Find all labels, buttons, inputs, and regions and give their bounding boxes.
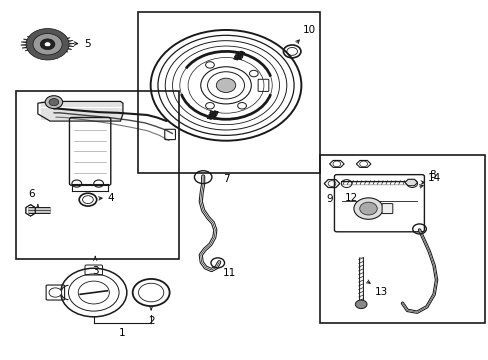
Polygon shape xyxy=(50,33,53,35)
Polygon shape xyxy=(32,34,37,37)
Text: 8: 8 xyxy=(428,170,435,180)
Polygon shape xyxy=(45,32,47,35)
Circle shape xyxy=(26,28,69,60)
Circle shape xyxy=(249,70,258,77)
Text: 3: 3 xyxy=(92,266,99,276)
Polygon shape xyxy=(68,45,74,47)
Polygon shape xyxy=(56,33,60,36)
Polygon shape xyxy=(21,42,27,43)
Circle shape xyxy=(44,42,51,47)
Text: 11: 11 xyxy=(222,267,235,278)
Polygon shape xyxy=(61,35,65,37)
Text: 9: 9 xyxy=(325,194,332,203)
Text: 14: 14 xyxy=(427,173,441,183)
Text: 13: 13 xyxy=(374,287,387,297)
Text: 5: 5 xyxy=(84,39,90,49)
Polygon shape xyxy=(47,54,50,56)
Polygon shape xyxy=(53,53,57,55)
FancyBboxPatch shape xyxy=(381,203,392,213)
Polygon shape xyxy=(23,39,29,41)
Bar xyxy=(319,155,484,323)
Polygon shape xyxy=(58,52,62,54)
Circle shape xyxy=(359,202,376,215)
Text: 10: 10 xyxy=(302,25,315,35)
Polygon shape xyxy=(35,53,40,55)
Circle shape xyxy=(205,103,214,109)
Circle shape xyxy=(33,33,62,55)
Polygon shape xyxy=(404,179,417,186)
Circle shape xyxy=(353,198,382,219)
Polygon shape xyxy=(25,49,31,51)
Circle shape xyxy=(355,300,366,309)
Polygon shape xyxy=(39,33,42,36)
Text: 2: 2 xyxy=(147,316,154,326)
Polygon shape xyxy=(30,51,35,53)
Text: 1: 1 xyxy=(119,328,125,338)
Polygon shape xyxy=(67,40,73,42)
Polygon shape xyxy=(69,43,74,44)
Polygon shape xyxy=(42,53,45,56)
Polygon shape xyxy=(66,48,72,50)
Text: 12: 12 xyxy=(344,193,357,203)
Bar xyxy=(16,91,179,258)
Circle shape xyxy=(45,96,62,109)
Circle shape xyxy=(40,39,55,50)
Circle shape xyxy=(216,78,235,93)
Circle shape xyxy=(49,99,59,106)
Polygon shape xyxy=(62,50,68,52)
Circle shape xyxy=(49,288,61,297)
Polygon shape xyxy=(21,44,26,45)
Circle shape xyxy=(201,67,251,104)
Text: 6: 6 xyxy=(28,189,35,199)
Polygon shape xyxy=(27,36,32,39)
Polygon shape xyxy=(22,47,28,48)
Circle shape xyxy=(205,62,214,68)
Text: 4: 4 xyxy=(107,193,114,203)
Bar xyxy=(137,12,319,173)
Polygon shape xyxy=(64,37,70,40)
Circle shape xyxy=(237,103,246,109)
Circle shape xyxy=(78,281,109,304)
Text: 7: 7 xyxy=(222,174,229,184)
